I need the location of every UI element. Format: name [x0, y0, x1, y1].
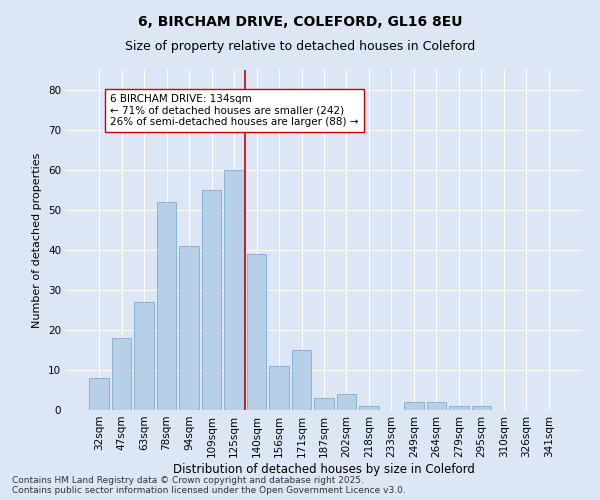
Bar — [224, 170, 244, 410]
Bar — [179, 246, 199, 410]
Text: 6 BIRCHAM DRIVE: 134sqm
← 71% of detached houses are smaller (242)
26% of semi-d: 6 BIRCHAM DRIVE: 134sqm ← 71% of detache… — [110, 94, 359, 127]
Bar — [157, 202, 176, 410]
Text: Size of property relative to detached houses in Coleford: Size of property relative to detached ho… — [125, 40, 475, 53]
Bar — [404, 402, 424, 410]
Bar — [292, 350, 311, 410]
X-axis label: Distribution of detached houses by size in Coleford: Distribution of detached houses by size … — [173, 462, 475, 475]
Bar — [427, 402, 446, 410]
Bar — [89, 378, 109, 410]
Bar — [134, 302, 154, 410]
Text: 6, BIRCHAM DRIVE, COLEFORD, GL16 8EU: 6, BIRCHAM DRIVE, COLEFORD, GL16 8EU — [138, 15, 462, 29]
Bar — [314, 398, 334, 410]
Bar — [449, 406, 469, 410]
Y-axis label: Number of detached properties: Number of detached properties — [32, 152, 43, 328]
Bar — [359, 406, 379, 410]
Bar — [247, 254, 266, 410]
Bar — [472, 406, 491, 410]
Bar — [112, 338, 131, 410]
Bar — [269, 366, 289, 410]
Text: Contains HM Land Registry data © Crown copyright and database right 2025.
Contai: Contains HM Land Registry data © Crown c… — [12, 476, 406, 495]
Bar — [202, 190, 221, 410]
Bar — [337, 394, 356, 410]
